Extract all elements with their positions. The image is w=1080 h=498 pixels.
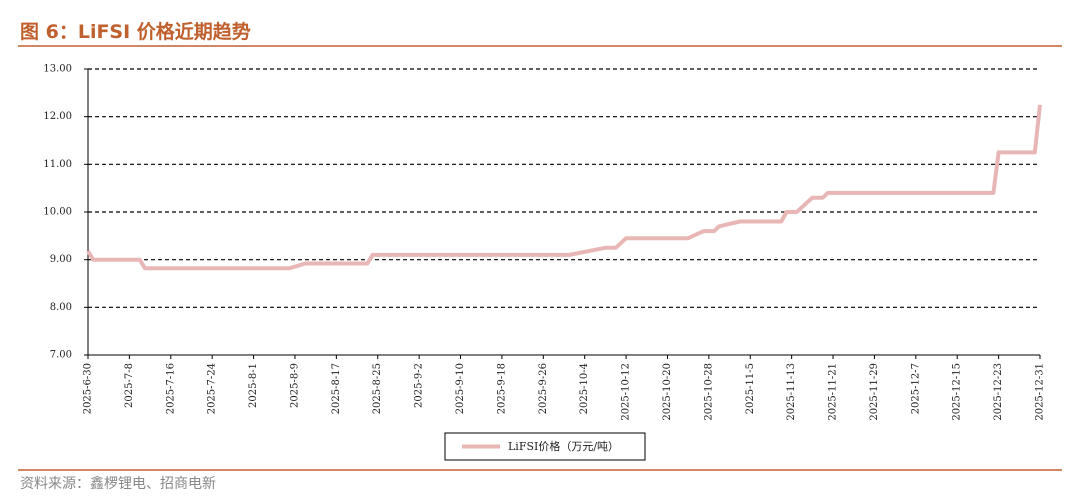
x-tick-label: 2025-7-16 bbox=[165, 363, 176, 414]
chart-title: 图 6：LiFSI 价格近期趋势 bbox=[20, 20, 251, 43]
x-tick-label: 2025-11-5 bbox=[745, 363, 756, 414]
y-tick-label: 12.00 bbox=[43, 111, 72, 122]
x-tick-label: 2025-10-4 bbox=[579, 363, 590, 414]
y-tick-label: 7.00 bbox=[50, 350, 72, 361]
x-tick-label: 2025-8-25 bbox=[372, 363, 383, 414]
x-tick-label: 2025-9-2 bbox=[414, 363, 425, 408]
x-tick-label: 2025-11-13 bbox=[786, 363, 797, 421]
series-line bbox=[86, 104, 1042, 271]
x-tick-label: 2025-8-9 bbox=[289, 363, 300, 408]
legend-box bbox=[444, 432, 646, 461]
x-tick-label: 2025-9-10 bbox=[455, 363, 466, 414]
x-tick-label: 2025-8-1 bbox=[248, 363, 259, 408]
x-tick-label: 2025-10-12 bbox=[621, 363, 632, 421]
y-tick-label: 11.00 bbox=[43, 159, 72, 170]
x-tick-label: 2025-9-26 bbox=[538, 363, 549, 414]
x-tick-label: 2025-6-30 bbox=[83, 363, 94, 414]
y-tick-label: 10.00 bbox=[43, 207, 72, 218]
x-tick-label: 2025-11-29 bbox=[869, 363, 880, 421]
y-tick-label: 13.00 bbox=[43, 64, 72, 75]
x-tick-label: 2025-7-24 bbox=[207, 363, 218, 414]
x-tick-label: 2025-12-15 bbox=[952, 363, 963, 421]
x-tick-label: 2025-10-28 bbox=[703, 363, 714, 421]
legend-label: LiFSI价格（万元/吨） bbox=[508, 439, 619, 453]
source: 资料来源：鑫椤锂电、招商电新 bbox=[20, 475, 216, 492]
x-tick-label: 2025-12-23 bbox=[993, 363, 1004, 421]
x-tick-label: 2025-7-8 bbox=[124, 363, 135, 408]
x-tick-label: 2025-9-18 bbox=[496, 363, 507, 414]
y-tick-label: 9.00 bbox=[50, 254, 72, 265]
x-tick-label: 2025-8-17 bbox=[331, 363, 342, 414]
y-tick-label: 8.00 bbox=[50, 302, 72, 313]
x-tick-label: 2025-11-21 bbox=[828, 363, 839, 421]
x-tick-label: 2025-12-7 bbox=[910, 363, 921, 414]
x-tick-label: 2025-10-20 bbox=[662, 363, 673, 421]
x-tick-label: 2025-12-31 bbox=[1035, 363, 1046, 421]
